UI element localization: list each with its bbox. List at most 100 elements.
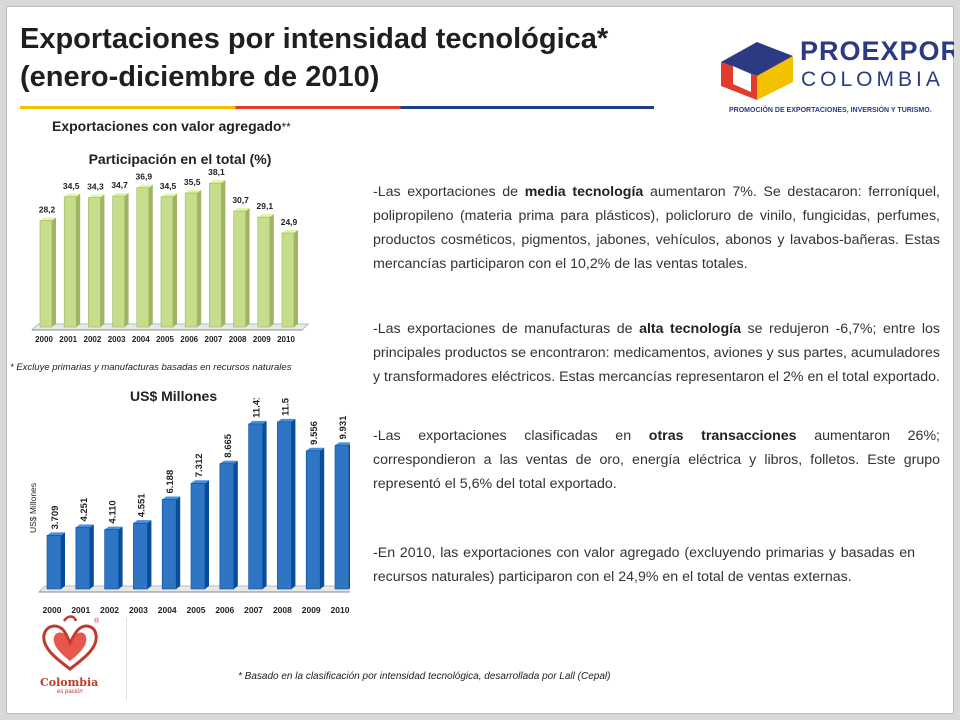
chart1-value-label: 34,5 (160, 181, 177, 191)
chart2-bar-side (61, 532, 65, 589)
logo-brand-proexport: PROEXPORT (800, 36, 954, 66)
chart2-bar-top (47, 532, 65, 536)
p2-bold: alta tecnología (639, 321, 741, 337)
chart2-value-label: 8.665 (223, 433, 234, 457)
chart1-value-label: 38,1 (208, 167, 225, 177)
slide: Exportaciones por intensidad tecnológica… (6, 6, 954, 714)
logo-tagline: PROMOCIÓN DE EXPORTACIONES, INVERSIÓN Y … (729, 107, 932, 114)
logo-brand-colombia: COLOMBIA (801, 68, 944, 91)
chart1-category-label: 2010 (277, 335, 295, 343)
chart1-bar (184, 192, 198, 328)
chart2-category-label: 2004 (158, 605, 177, 615)
proexport-logo: PROEXPORT COLOMBIA PROMOCIÓN DE EXPORTAC… (711, 34, 954, 124)
chart1-heading: Exportaciones con valor agregado** (52, 118, 291, 134)
chart1-bar (63, 196, 77, 328)
vertical-divider (126, 618, 127, 700)
chart2-category-label: 2010 (331, 605, 350, 615)
p1-post: aumentaron 7%. Se destacaron: ferroníque… (373, 184, 940, 272)
chart1-bar-side (124, 193, 129, 327)
proexport-logo-icon (721, 42, 793, 100)
logo-window (733, 66, 751, 92)
chart1-bar-top (136, 184, 153, 188)
paragraph-valor-agregado: -En 2010, las exportaciones con valor ag… (373, 545, 915, 585)
chart2-category-label: 2002 (100, 605, 119, 615)
chart1-value-label: 28,2 (39, 205, 56, 215)
chart2-value-label: 6.188 (165, 470, 176, 494)
p1-pre: -Las exportaciones de (373, 184, 519, 200)
chart2-bar-top (306, 447, 325, 451)
heart-fill (53, 632, 87, 661)
chart1-category-label: 2007 (205, 335, 223, 343)
chart1-bar-top (112, 193, 129, 197)
chart1-value-label: 30,7 (232, 195, 249, 205)
title-underline (20, 106, 654, 109)
chart2-value-label: 4.110 (108, 500, 119, 523)
chart2-bar (46, 535, 62, 590)
slide-frame (6, 6, 954, 714)
chart1-bar-side (52, 217, 56, 327)
logo-wall-yellow (757, 56, 793, 100)
chart1-bar-top (40, 217, 56, 221)
chart1-value-label: 34,5 (63, 181, 80, 191)
page-title-line1: Exportaciones por intensidad tecnológica… (20, 23, 609, 55)
chart1-category-label: 2005 (156, 335, 174, 343)
chart2-bar (219, 463, 235, 590)
chart2-category-label: 2008 (273, 605, 292, 615)
chart2-value-label: 9.556 (309, 421, 320, 445)
p3-bold: otras transacciones (648, 428, 797, 444)
chart2-value-label: 7.312 (194, 453, 205, 477)
chart1-heading-text: Exportaciones con valor agregado (52, 118, 282, 134)
chart1-bar-top (161, 193, 177, 197)
chart2-category-label: 2009 (302, 605, 321, 615)
chart2-usd-millions: 3.709 2000 4.251 2001 4.110 2002 4.551 2003 6.18… (28, 398, 350, 615)
chart1-heading-sup: ** (281, 120, 291, 134)
chart2-bar (161, 499, 177, 590)
chart1-bar-side (294, 230, 298, 327)
logo-roof-blue (721, 42, 793, 76)
p3-post: aumentaron 26%; correspondieron a las ve… (373, 428, 940, 492)
chart1-category-label: 2000 (35, 335, 53, 343)
chart2-bar-top (191, 480, 209, 484)
chart1-bar-top (88, 194, 105, 198)
chart1-bar-side (148, 184, 153, 327)
p1-bold: media tecnología (524, 184, 644, 200)
chart1-category-label: 2003 (108, 335, 126, 343)
chart2-bar (104, 529, 119, 590)
chart1-bar-side (221, 180, 226, 327)
chart2-category-label: 2003 (129, 605, 148, 615)
chart2-bar-top (277, 418, 296, 422)
chart2-bar-top (133, 520, 152, 524)
chart2-value-label: 9.931 (338, 415, 349, 439)
chart2-bar (133, 522, 148, 590)
chart2-bar (305, 450, 321, 590)
chart2-value-label: 11.415 (252, 398, 263, 418)
page-title: Exportaciones por intensidad tecnológica… (20, 20, 700, 96)
chart2-bar-side (176, 496, 181, 589)
chart2-bar (334, 445, 350, 590)
chart2-bar-side (89, 524, 94, 589)
chart1-value-label: 29,1 (257, 201, 274, 211)
chart2-bar-top (219, 460, 238, 464)
chart1-bar-side (100, 194, 105, 327)
chart1-category-label: 2006 (180, 335, 198, 343)
chart2-category-label: 2001 (71, 605, 90, 615)
bottom-footnote: * Basado en la clasificación por intensi… (238, 671, 611, 682)
chart1-bar (88, 197, 101, 328)
chart2-bar (190, 482, 206, 590)
chart2-heading: US$ Millones (130, 388, 218, 404)
chart1-bar (257, 216, 271, 328)
colombia-tagline: es pasión (57, 689, 83, 695)
chart1-category-label: 2004 (132, 335, 150, 343)
chart1-bar-side (245, 208, 250, 327)
heart-swirl (62, 615, 78, 622)
chart1-category-label: 2002 (84, 335, 102, 343)
chart2-bar (248, 423, 263, 590)
chart1-bar-top (233, 208, 250, 212)
chart2-value-label: 4.551 (136, 493, 147, 517)
chart2-category-label: 2005 (187, 605, 206, 615)
chart1-value-label: 36,9 (136, 172, 153, 182)
chart1-bar-top (209, 180, 226, 184)
chart1-footnote: * Excluye primarias y manufacturas basad… (10, 362, 292, 373)
chart1-bar (233, 210, 246, 328)
chart1-category-label: 2009 (253, 335, 271, 343)
